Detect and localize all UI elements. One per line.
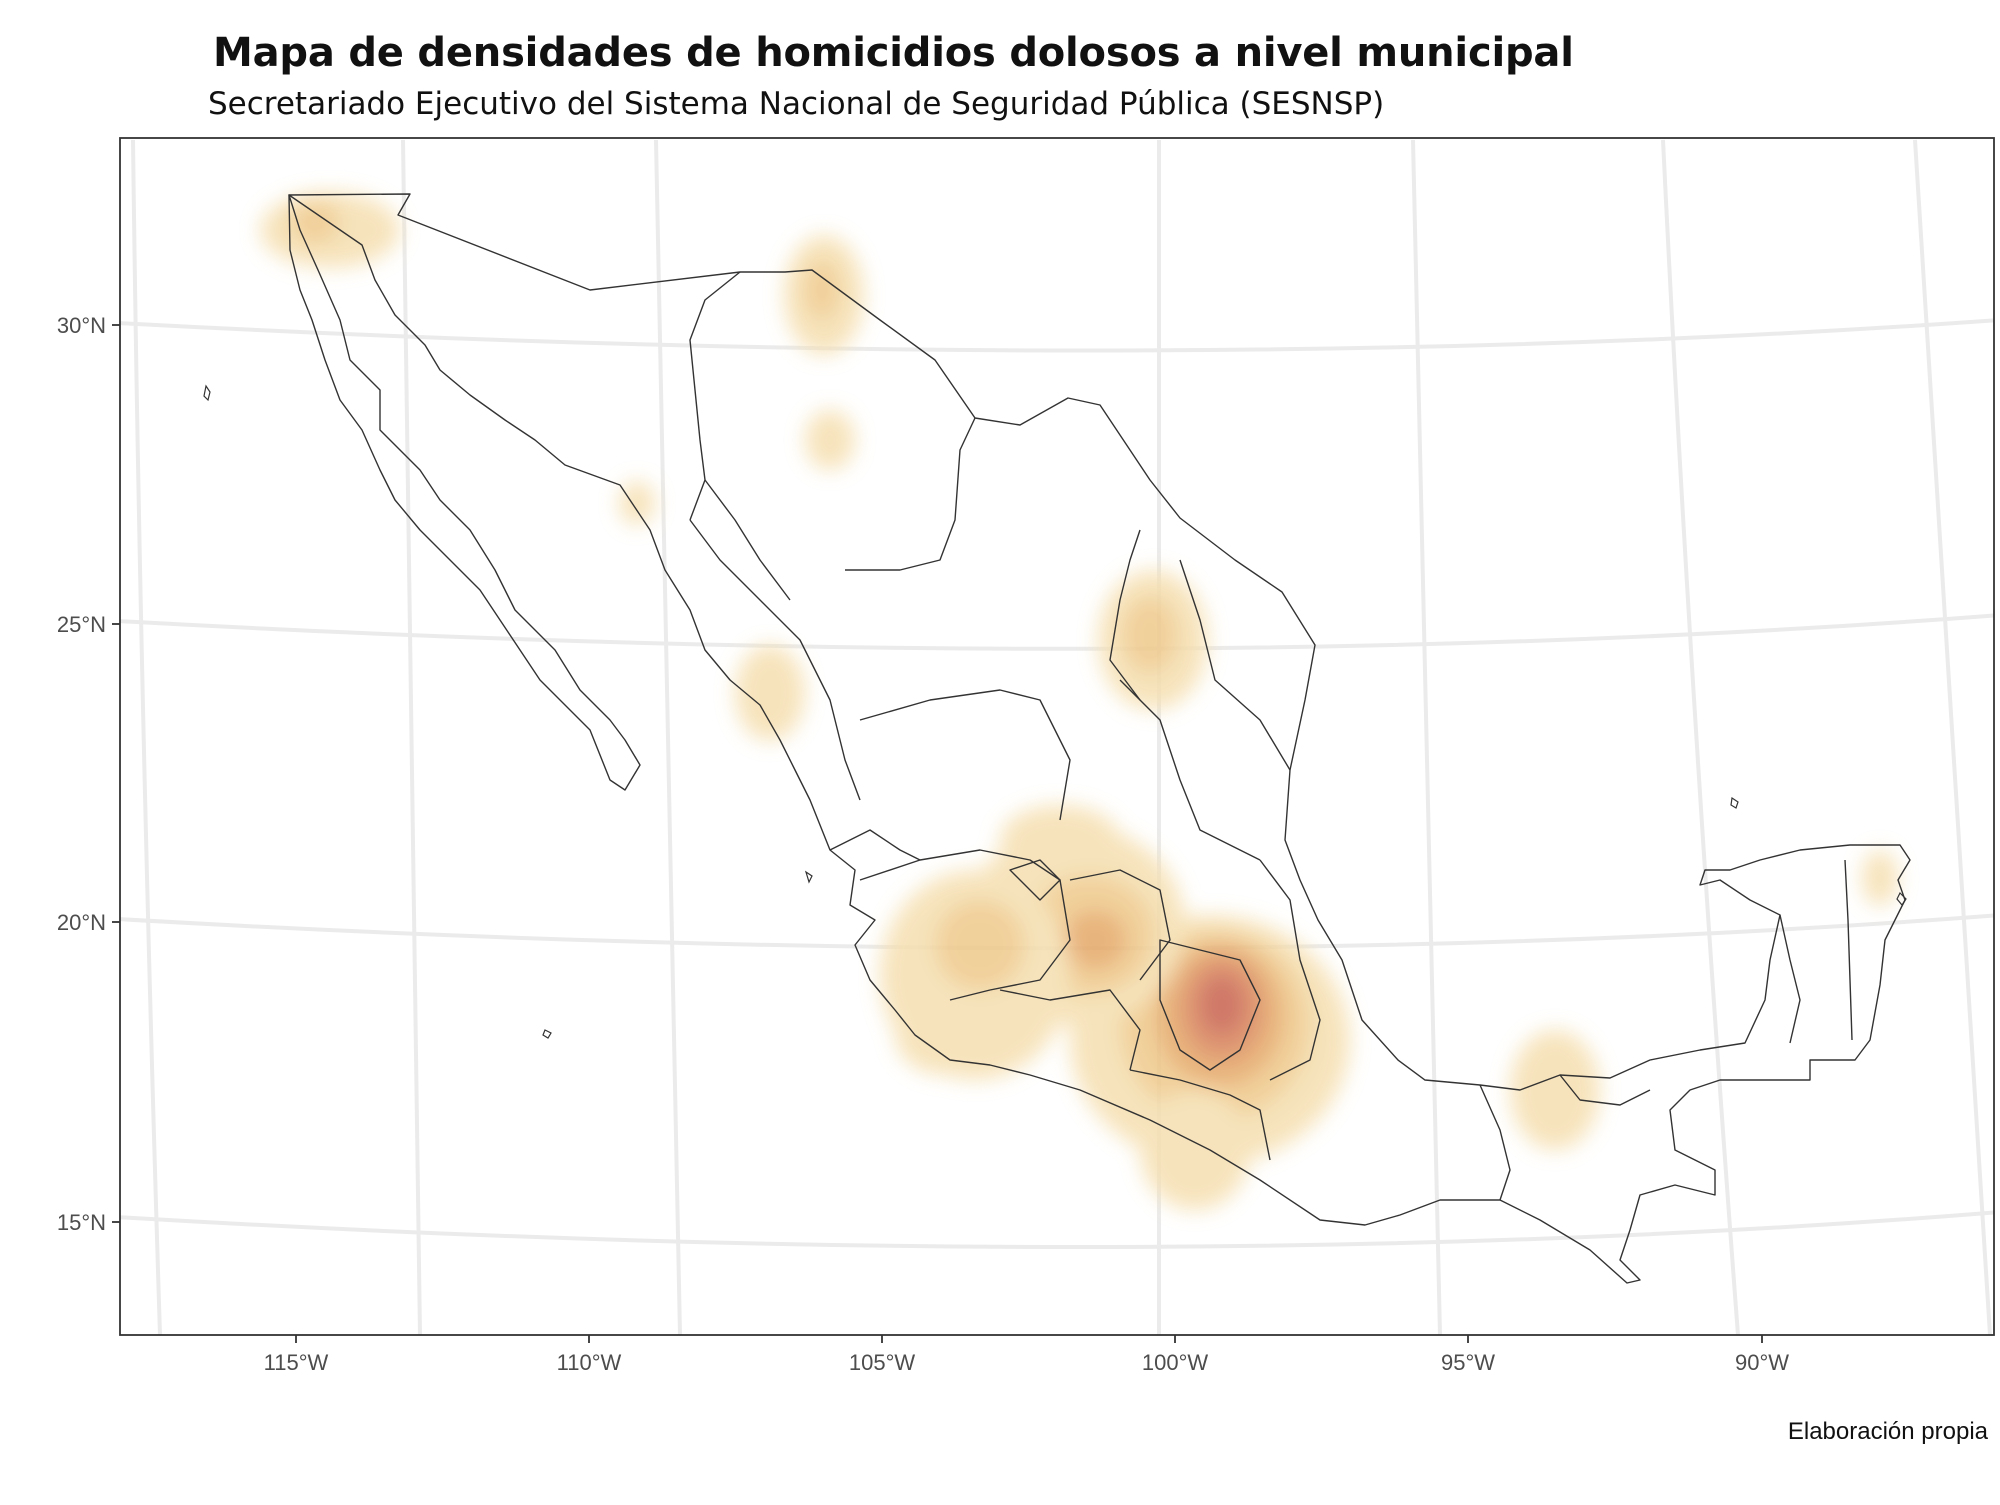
parallel-15n — [120, 1210, 1994, 1250]
state-border-oaxaca-chiapas — [1479, 1084, 1511, 1201]
density-blob-sonora — [619, 481, 655, 525]
state-border-guerrero-oaxaca — [1129, 1069, 1271, 1161]
meridian-85w — [1913, 139, 1992, 1335]
map-subtitle: Secretariado Ejecutivo del Sistema Nacio… — [208, 86, 1385, 122]
state-border-edomex — [1159, 939, 1261, 1071]
meridian-95w — [1411, 139, 1442, 1335]
island-arrecife — [1730, 796, 1739, 809]
density-blob-tijuana-core — [290, 200, 340, 244]
state-border-michoacan — [999, 989, 1141, 1071]
density-blob-veracruz-south — [1510, 1030, 1600, 1150]
meridian-115w — [131, 139, 162, 1335]
x-tick-label-100w: 100°W — [1142, 1350, 1209, 1375]
caption: Elaboración propia — [1787, 1418, 1988, 1445]
meridian-90w — [1661, 139, 1740, 1335]
map-title: Mapa de densidades de homicidios dolosos… — [213, 30, 1574, 76]
state-border-tamaulipas — [1179, 559, 1291, 771]
x-tick-label-115w: 115°W — [264, 1350, 329, 1375]
mexico-outline — [288, 193, 1911, 1284]
island-cozumel — [1896, 891, 1907, 907]
plot-panel — [120, 138, 1994, 1335]
panel-border — [119, 137, 1995, 1336]
state-border-chihuahua-coahuila — [845, 417, 976, 571]
meridian-110w — [401, 139, 422, 1335]
density-blob-colima — [895, 995, 995, 1075]
state-border-campeche-yucatan — [1779, 914, 1801, 1044]
density-blob-jalisco-core — [935, 900, 1025, 990]
x-tick-label-110w: 110°W — [557, 1350, 622, 1375]
y-tick-label-15n: 15°N — [57, 1210, 106, 1235]
mexico-mainland-border — [288, 193, 1911, 1284]
state-border-aguascalientes — [1009, 859, 1061, 901]
density-blob-zacatecas — [1000, 805, 1120, 875]
density-blob-guerrero — [1140, 1090, 1250, 1210]
x-axis: 115°W 110°W 105°W 100°W 95°W 90°W — [264, 1335, 1789, 1375]
state-border-qroo — [1844, 859, 1853, 1041]
density-blob-chihuahua-south — [805, 410, 855, 470]
island-guadalupe — [203, 384, 211, 402]
y-tick-label-30n: 30°N — [57, 313, 106, 338]
density-blob-juarez-core — [804, 260, 840, 320]
density-blob-cancun — [1862, 850, 1898, 906]
density-blob-bajio-core — [1063, 910, 1127, 970]
x-tick-label-105w: 105°W — [849, 1350, 916, 1375]
density-blob-nl-core — [1122, 597, 1178, 673]
density-blob-culiacan — [735, 645, 805, 741]
state-border-sinaloa — [704, 479, 791, 601]
y-tick-label-20n: 20°N — [57, 910, 106, 935]
state-border-sanluis — [1119, 679, 1261, 861]
islands — [203, 384, 1907, 1039]
x-tick-label-90w: 90°W — [1735, 1350, 1789, 1375]
island-marias — [804, 870, 813, 884]
x-tick-label-95w: 95°W — [1441, 1350, 1495, 1375]
baja-california-peninsula — [288, 194, 641, 791]
island-revillagigedo — [542, 1029, 552, 1039]
state-border-puebla — [1259, 859, 1321, 1081]
state-border-tabasco — [1559, 1074, 1651, 1106]
state-border-nayarit — [829, 829, 921, 861]
meridian-105w — [654, 139, 682, 1335]
state-border-coahuila-nl — [1109, 529, 1141, 701]
density-blob-cdmx-core — [1200, 975, 1244, 1035]
y-axis: 30°N 25°N 20°N 15°N — [57, 313, 120, 1235]
state-border-durango — [689, 519, 861, 801]
state-border-zacatecas — [859, 689, 1071, 821]
y-tick-label-25n: 25°N — [57, 612, 106, 637]
